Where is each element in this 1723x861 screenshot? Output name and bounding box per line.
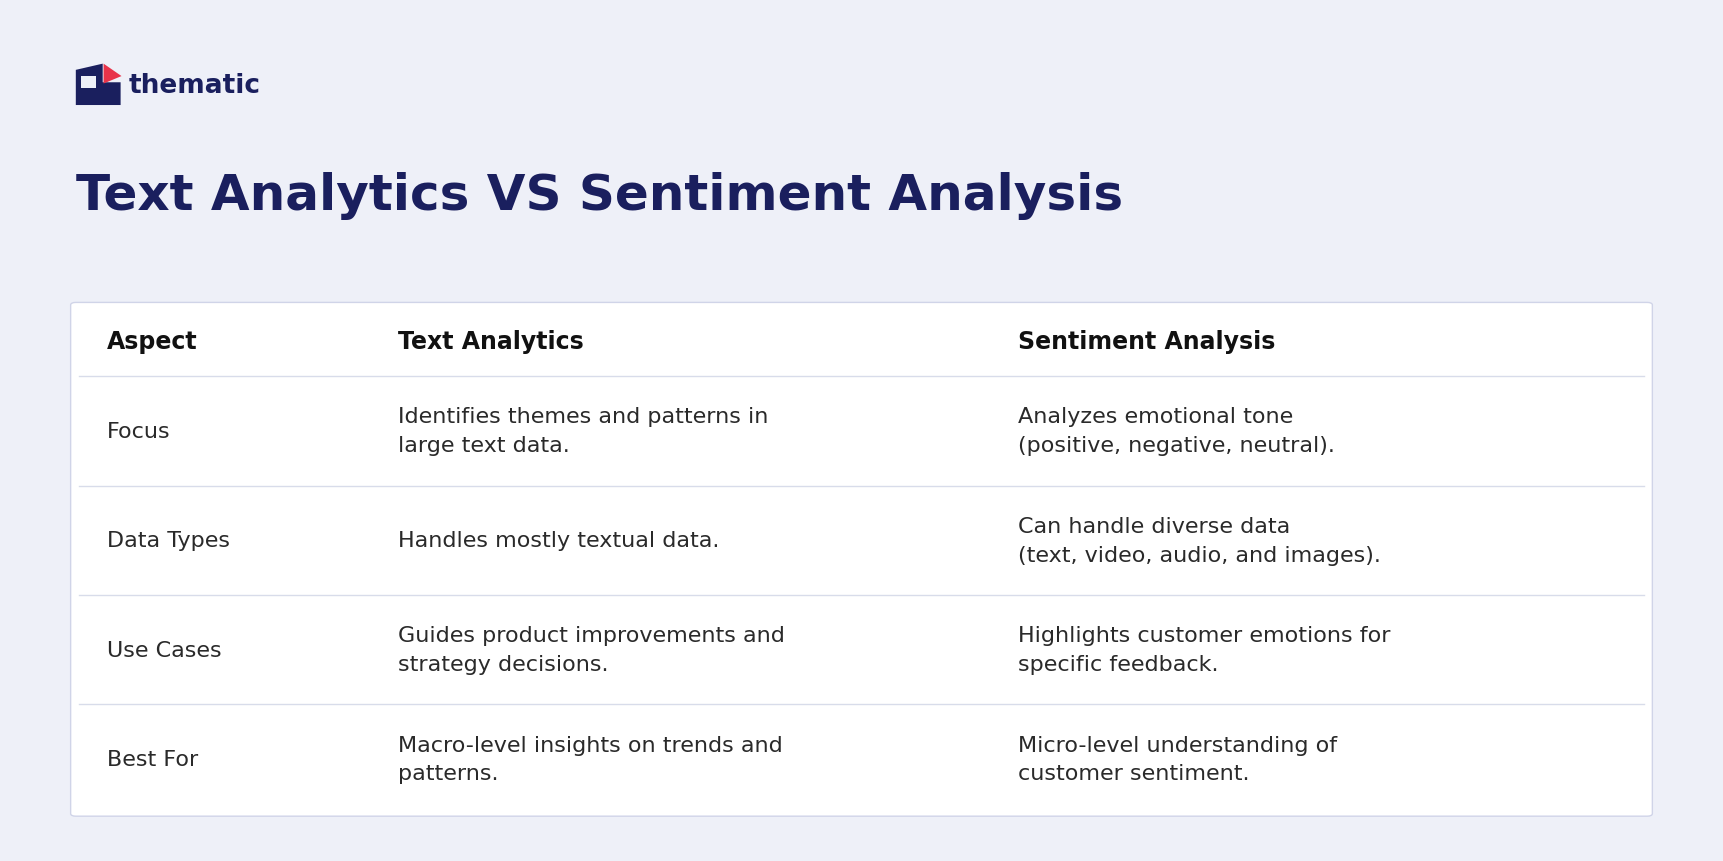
Text: Best For: Best For xyxy=(107,749,198,769)
Text: Text Analytics VS Sentiment Analysis: Text Analytics VS Sentiment Analysis xyxy=(76,172,1123,220)
Text: Data Types: Data Types xyxy=(107,530,229,550)
Text: Macro-level insights on trends and
patterns.: Macro-level insights on trends and patte… xyxy=(398,734,782,784)
Text: Text Analytics: Text Analytics xyxy=(398,329,584,353)
FancyBboxPatch shape xyxy=(71,303,1652,816)
Text: Use Cases: Use Cases xyxy=(107,640,222,660)
Text: Aspect: Aspect xyxy=(107,329,198,353)
Text: Identifies themes and patterns in
large text data.: Identifies themes and patterns in large … xyxy=(398,407,768,455)
Text: Micro-level understanding of
customer sentiment.: Micro-level understanding of customer se… xyxy=(1018,734,1337,784)
Text: Handles mostly textual data.: Handles mostly textual data. xyxy=(398,530,718,550)
Text: Highlights customer emotions for
specific feedback.: Highlights customer emotions for specifi… xyxy=(1018,625,1390,674)
Polygon shape xyxy=(103,65,122,84)
Text: Can handle diverse data
(text, video, audio, and images).: Can handle diverse data (text, video, au… xyxy=(1018,517,1382,565)
Text: thematic: thematic xyxy=(129,73,260,99)
Text: Analyzes emotional tone
(positive, negative, neutral).: Analyzes emotional tone (positive, negat… xyxy=(1018,407,1335,455)
FancyBboxPatch shape xyxy=(81,77,95,90)
Text: Sentiment Analysis: Sentiment Analysis xyxy=(1018,329,1275,353)
Polygon shape xyxy=(76,65,121,106)
Text: Focus: Focus xyxy=(107,421,171,442)
Text: Guides product improvements and
strategy decisions.: Guides product improvements and strategy… xyxy=(398,625,784,674)
